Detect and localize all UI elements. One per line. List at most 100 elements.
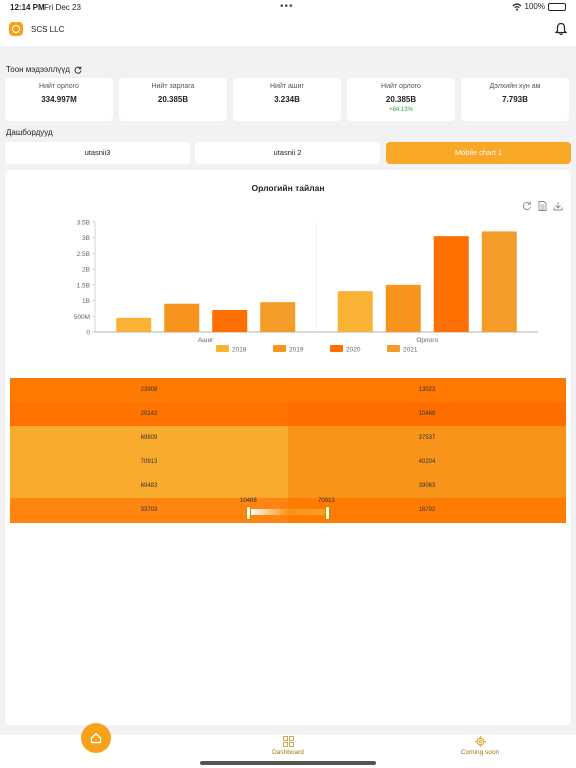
home-icon (90, 732, 102, 744)
heatmap-row: 20143 10468 (10, 402, 566, 426)
heatmap-cell: 20143 (10, 402, 288, 426)
company-logo-icon (9, 22, 23, 36)
stat-card-total-income-change: Нийт орлого 20.385B +84.13% (347, 78, 455, 121)
range-min-label: 10468 (240, 498, 257, 504)
data-view-icon[interactable] (538, 201, 547, 211)
dashboards-section-title: Дашбордууд (6, 128, 53, 137)
heatmap-row: 69809 37537 (10, 426, 566, 450)
bell-icon[interactable] (555, 22, 567, 36)
heatmap-row: 23908 13023 (10, 378, 566, 402)
legend-swatch (330, 345, 343, 352)
status-date: Fri Dec 23 (44, 3, 81, 12)
legend-swatch (216, 345, 229, 352)
stat-value: 20.385B (385, 95, 417, 104)
stat-card-world-population: Дэлхийн хүн ам 7.793B (461, 78, 569, 121)
heatmap-cell: 40204 (288, 450, 566, 474)
chart-title: Орлогийн тайлан (251, 183, 325, 193)
legend-label: 2020 (346, 347, 361, 354)
legend-swatch (273, 345, 286, 352)
battery-icon (548, 2, 566, 11)
y-tick-label: 2B (82, 267, 90, 274)
y-tick-label: 1B (82, 298, 90, 305)
heatmap: 23908 13023 20143 10468 69809 37537 7091… (10, 378, 566, 524)
y-tick-label: 3B (82, 235, 90, 242)
nav-coming-soon-label: Coming soon (460, 749, 500, 756)
legend-label: 2021 (403, 347, 418, 354)
heatmap-row: 69483 39063 (10, 474, 566, 498)
nav-dashboard[interactable]: Dashboard (262, 736, 314, 756)
tab-mobile-chart-1[interactable]: Mobile chart 1 (386, 142, 571, 164)
home-indicator (200, 761, 376, 765)
heatmap-cell: 13023 (288, 378, 566, 402)
y-tick-label: 1.5B (77, 282, 90, 289)
gear-icon (474, 736, 486, 747)
tab-utasnii3[interactable]: utasnii3 (5, 142, 190, 164)
stat-value: 3.234B (274, 95, 300, 104)
heatmap-cell: 39063 (288, 474, 566, 498)
tab-utasnii-2[interactable]: utasnii 2 (195, 142, 380, 164)
legend-label: 2018 (232, 347, 247, 354)
bar (164, 303, 200, 332)
bar-chart: 0 500M 1B 1.5B 2B 2.5B 3B 3.5B Ашиг Орлого 2018 201… (74, 220, 538, 354)
restore-icon[interactable] (522, 201, 532, 211)
stat-card-total-income: Нийт орлого 334.997M (5, 78, 113, 121)
stat-label: Нийт орлого (381, 83, 421, 90)
bar (260, 302, 296, 332)
heatmap-cell: 70913 (10, 450, 288, 474)
status-bar: 12:14 PM Fri Dec 23 ••• 100% (0, 0, 576, 14)
stat-label: Нийт орлого (39, 83, 79, 90)
stat-value: 20.385B (157, 95, 189, 104)
nav-coming-soon[interactable]: Coming soon (450, 736, 510, 756)
y-tick-label: 500M (74, 314, 90, 321)
status-time: 12:14 PM (10, 3, 45, 12)
stat-card-total-expense: Нийт зарлага 20.385B (119, 78, 227, 121)
range-max-handle[interactable] (325, 506, 330, 520)
visual-map-range-slider[interactable]: 10468 70913 (240, 498, 335, 524)
company-name: SCS LLC (31, 25, 65, 34)
legend-label: 2019 (289, 347, 304, 354)
heatmap-cell: 69483 (10, 474, 288, 498)
range-min-handle[interactable] (246, 506, 251, 520)
stat-label: Нийт ашиг (270, 83, 304, 90)
bar (337, 291, 373, 332)
bar (212, 310, 248, 332)
heatmap-cell: 37537 (288, 426, 566, 450)
heatmap-cell: 69809 (10, 426, 288, 450)
range-max-label: 70913 (318, 498, 335, 504)
wifi-icon (512, 2, 521, 11)
dashboard-grid-icon (282, 736, 294, 747)
heatmap-cell: 33703 (10, 498, 288, 523)
stat-card-total-profit: Нийт ашиг 3.234B (233, 78, 341, 121)
stat-value: 7.793B (502, 95, 528, 104)
x-tick-label: Орлого (416, 337, 438, 344)
heatmap-row: 33703 18792 (10, 498, 566, 523)
nav-dashboard-label: Dashboard (272, 749, 304, 756)
stat-label: Нийт зарлага (151, 83, 195, 90)
chart-toolbox (522, 201, 563, 211)
bar (385, 284, 421, 332)
battery-percent: 100% (524, 2, 545, 11)
legend-swatch (387, 345, 400, 352)
refresh-icon[interactable] (74, 66, 82, 74)
y-tick-label: 3.5B (77, 220, 90, 227)
status-right: 100% (512, 2, 566, 11)
bar (433, 236, 469, 332)
x-tick-label: Ашиг (198, 337, 214, 344)
home-button[interactable] (81, 723, 111, 753)
heatmap-cell: 10468 (288, 402, 566, 426)
stat-change-badge: +84.13% (389, 107, 413, 113)
stats-title: Тоон мэдээллүүд (6, 65, 70, 74)
range-gradient-bar (249, 509, 327, 515)
stats-section-title: Тоон мэдээллүүд (6, 65, 82, 74)
multitask-dots: ••• (280, 1, 294, 12)
y-tick-label: 0 (86, 330, 90, 337)
heatmap-cell: 23908 (10, 378, 288, 402)
app-header: SCS LLC (0, 14, 576, 46)
heatmap-row: 70913 40204 (10, 450, 566, 474)
bar (481, 231, 517, 332)
bar (116, 317, 152, 332)
stat-label: Дэлхийн хүн ам (489, 83, 541, 90)
heatmap-cell: 18792 (288, 498, 566, 523)
download-icon[interactable] (553, 201, 563, 211)
stat-value: 334.997M (41, 95, 77, 104)
